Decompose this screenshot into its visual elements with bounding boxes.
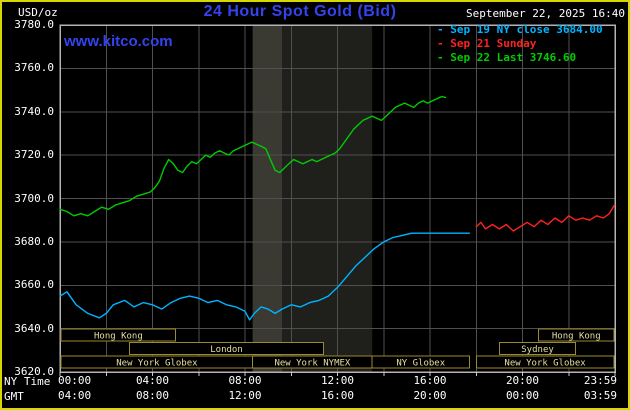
legend-label: Sep 19 NY close 3684.00 [450,23,603,36]
y-axis-label: 3700.0 [14,191,54,205]
session-label: Hong Kong [552,332,601,342]
price-line-sep21 [475,204,616,232]
y-axis-label: 3680.0 [14,234,54,248]
session-box [538,328,615,342]
x-axis-label-ny: 12:00 [320,374,355,387]
session-box [498,342,577,355]
session-label: Hong Kong [94,332,143,342]
session-label: New York Globex [116,359,198,369]
x-axis-label-ny: 04:00 [135,374,170,387]
legend-item: - Sep 19 NY close 3684.00 [437,23,603,37]
x-axis-label-ny: 08:00 [228,374,262,387]
gridlines [60,25,615,372]
y-axis-label: 3740.0 [14,104,54,118]
session-box [60,328,177,342]
x-axis-label-gmt: 12:00 [228,389,262,402]
session-box [371,355,470,369]
session-label: London [210,345,243,355]
session-box [128,342,325,355]
y-axis-label: 3660.0 [14,278,54,292]
legend-label: Sep 22 Last 3746.60 [450,51,577,64]
session-label: New York Globex [504,359,586,369]
x-axis-label-gmt: 03:59 [583,389,617,402]
x-axis-label-gmt: 16:00 [320,389,355,402]
x-axis-label-ny: 00:00 [58,374,92,387]
x-axis-label-gmt: 08:00 [135,389,170,402]
price-line-group-sep22 [59,95,447,217]
kitco-website-link[interactable]: www.kitco.com [64,33,173,50]
y-axis-label: 3640.0 [14,321,54,335]
session-label: Sydney [521,345,554,355]
price-line-group-sep19 [59,232,470,321]
x-axis-label-gmt: 20:00 [413,389,447,402]
y-axis-label: 3720.0 [14,148,54,162]
market-session-boxes: Hong Kong Hong Kong London Sydney New York G… [60,328,615,369]
ny-time-row-label: NY Time [4,375,51,388]
legend-bullet: - [437,37,451,50]
session-box [475,355,615,369]
price-line-group-sep21 [475,204,616,232]
x-axis-label-ny: 16:00 [413,374,447,387]
legend-bullet: - [437,23,451,36]
legend-item: - Sep 22 Last 3746.60 [437,51,603,65]
y-axis-label: 3620.0 [14,365,54,378]
legend-bullet: - [437,51,451,64]
x-axis-label-ny: 20:00 [505,374,540,387]
y-axis-units-label: USD/oz [18,6,58,19]
y-axis-label: 3760.0 [14,61,54,75]
x-axis-label-gmt: 04:00 [58,389,92,402]
legend-label: Sep 21 Sunday [450,37,537,50]
chart-legend: - Sep 19 NY close 3684.00- Sep 21 Sunday… [437,23,603,65]
x-axis-label-gmt: 00:00 [505,389,540,402]
price-line-sep19 [59,232,470,321]
legend-item: - Sep 21 Sunday [437,37,603,51]
datetime-label: September 22, 2025 16:40 [466,7,625,20]
y-axis-label: 3780.0 [14,18,54,31]
x-axis-ticks [59,372,616,376]
session-label: New York NYMEX [274,359,350,369]
x-axis-label-ny: 23:59 [583,374,617,387]
gmt-row-label: GMT [4,390,24,403]
session-label: NY Globex [396,359,445,369]
chart-title: 24 Hour Spot Gold (Bid) [203,3,397,20]
price-line-sep22 [59,95,447,217]
